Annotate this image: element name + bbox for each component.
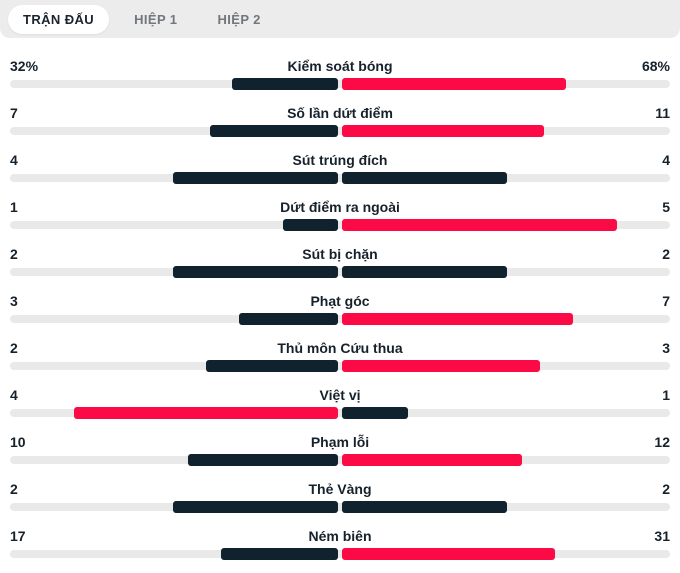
stat-row: Sút bị chặn 2 2 [10,236,670,283]
stat-row: Ném biên 17 31 [10,518,670,565]
stat-labels: Kiểm soát bóng 32% 68% [10,57,670,75]
home-bar [173,501,338,513]
stat-labels: Sút trúng đích 4 4 [10,151,670,169]
stat-bar-track [10,407,670,419]
home-bar [74,407,338,419]
stat-label: Ném biên [308,528,372,544]
home-bar [173,266,338,278]
tab-hiep-2[interactable]: HIỆP 2 [202,5,275,34]
home-bar [209,125,338,137]
stat-bar-track [10,172,670,184]
tab-bar: TRẬN ĐẤU HIỆP 1 HIỆP 2 [0,0,680,38]
away-value: 2 [662,246,670,262]
stat-labels: Số lần dứt điểm 7 11 [10,104,670,122]
stat-row: Phạm lỗi 10 12 [10,424,670,471]
stat-label: Việt vị [319,387,361,403]
home-bar [173,172,338,184]
away-value: 12 [654,434,670,450]
home-value: 2 [10,340,18,356]
stat-label: Sút trúng đích [292,152,388,168]
away-bar [342,172,507,184]
away-value: 11 [655,105,670,121]
away-bar [342,266,507,278]
away-bar [342,454,522,466]
home-bar [188,454,338,466]
stat-bar-track [10,125,670,137]
tab-hiep-1[interactable]: HIỆP 1 [119,5,192,34]
stat-label: Phạm lỗi [310,434,370,450]
home-value: 3 [10,293,18,309]
away-value: 5 [662,199,670,215]
home-value: 4 [10,152,18,168]
away-value: 68% [641,58,670,74]
stat-labels: Thủ môn Cứu thua 2 3 [10,339,670,357]
stats-list: Kiểm soát bóng 32% 68% Số lần dứt điểm 7… [0,38,680,565]
stat-labels: Thẻ Vàng 2 2 [10,480,670,498]
stat-label: Phạt góc [310,293,370,309]
away-bar [342,219,617,231]
home-value: 2 [10,246,18,262]
stat-row: Số lần dứt điểm 7 11 [10,95,670,142]
stat-bar-track [10,78,670,90]
home-bar [232,78,338,90]
home-value: 7 [10,105,18,121]
stat-bar-track [10,454,670,466]
stat-label: Kiểm soát bóng [287,58,393,74]
home-value: 32% [10,58,39,74]
away-bar [342,548,556,560]
stat-bar-track [10,360,670,372]
stat-row: Thẻ Vàng 2 2 [10,471,670,518]
home-bar [239,313,338,325]
stat-row: Việt vị 4 1 [10,377,670,424]
away-bar [342,501,507,513]
stat-bar-track [10,548,670,560]
away-value: 3 [662,340,670,356]
home-value: 10 [10,434,26,450]
away-value: 2 [662,481,670,497]
stat-row: Thủ môn Cứu thua 2 3 [10,330,670,377]
home-value: 1 [10,199,18,215]
away-value: 31 [654,528,670,544]
stat-label: Sút bị chặn [302,246,378,262]
stat-label: Số lần dứt điểm [287,105,393,121]
stat-row: Dứt điểm ra ngoài 1 5 [10,189,670,236]
stat-label: Thẻ Vàng [308,481,372,497]
home-value: 17 [10,528,26,544]
away-bar [342,407,408,419]
stat-labels: Sút bị chặn 2 2 [10,245,670,263]
stat-labels: Phạm lỗi 10 12 [10,433,670,451]
stat-labels: Việt vị 4 1 [10,386,670,404]
home-value: 2 [10,481,18,497]
away-value: 1 [662,387,670,403]
stat-row: Kiểm soát bóng 32% 68% [10,48,670,95]
away-bar [342,360,540,372]
home-bar [206,360,338,372]
stat-label: Thủ môn Cứu thua [277,340,403,356]
stat-row: Sút trúng đích 4 4 [10,142,670,189]
stat-bar-track [10,501,670,513]
stat-bar-track [10,313,670,325]
home-bar [283,219,338,231]
home-bar [221,548,338,560]
away-value: 7 [662,293,670,309]
tab-tran-dau[interactable]: TRẬN ĐẤU [8,4,110,34]
stat-bar-track [10,219,670,231]
stat-label: Dứt điểm ra ngoài [280,199,400,215]
away-value: 4 [662,152,670,168]
away-bar [342,78,567,90]
away-bar [342,313,573,325]
stat-labels: Phạt góc 3 7 [10,292,670,310]
stat-row: Phạt góc 3 7 [10,283,670,330]
stat-labels: Ném biên 17 31 [10,527,670,545]
stat-bar-track [10,266,670,278]
stat-labels: Dứt điểm ra ngoài 1 5 [10,198,670,216]
away-bar [342,125,544,137]
home-value: 4 [10,387,18,403]
